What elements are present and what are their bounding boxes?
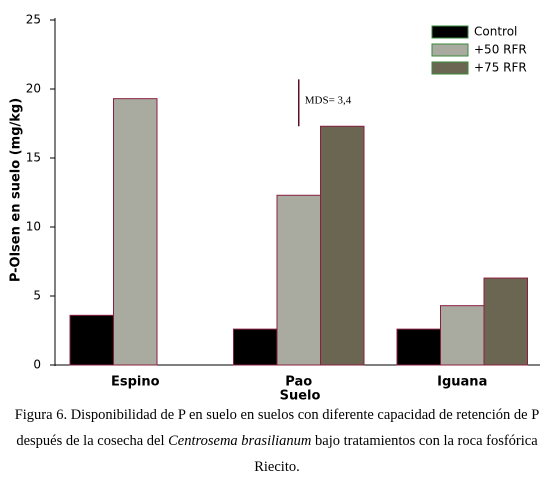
- y-axis-label: P-Olsen en suelo (mg/kg): [9, 98, 24, 282]
- legend-label: +75 RFR: [474, 61, 527, 75]
- bar: [483, 277, 528, 366]
- bar: [69, 314, 114, 366]
- bar: [320, 125, 365, 366]
- y-tick-label: 0: [33, 358, 41, 372]
- bar: [113, 98, 158, 366]
- caption-text: bajo tratamientos con la roca fosfórica …: [254, 433, 538, 475]
- x-tick-label: Espino: [111, 375, 160, 390]
- caption-species: Centrosema brasilianum: [168, 433, 312, 449]
- bar: [396, 328, 441, 366]
- y-tick-label: 15: [26, 151, 41, 165]
- legend-swatch: [431, 43, 469, 57]
- y-tick-label: 5: [33, 289, 41, 303]
- chart: P-Olsen en suelo (mg/kg) Suelo 0 5 10 15 20 2…: [9, 13, 540, 401]
- y-tick-label: 10: [26, 220, 41, 234]
- x-tick-label: Pao: [285, 375, 312, 390]
- x-axis-label: Suelo: [280, 389, 321, 401]
- legend-swatch: [431, 25, 469, 39]
- caption-text: Figura 6. Disponibilidad de P en suelo e…: [14, 407, 540, 449]
- caption: Figura 6. Disponibilidad de P en suelo e…: [12, 402, 542, 480]
- y-tick-label: 20: [26, 82, 41, 96]
- mds-label: MDS= 3,4: [305, 94, 352, 106]
- x-tick-label: Iguana: [437, 375, 487, 390]
- legend-swatch: [431, 61, 469, 75]
- bar: [440, 305, 485, 366]
- bar: [276, 194, 321, 366]
- legend-label: Control: [474, 25, 517, 39]
- legend-label: +50 RFR: [474, 43, 527, 57]
- bar: [233, 328, 278, 366]
- y-tick-label: 25: [26, 13, 41, 27]
